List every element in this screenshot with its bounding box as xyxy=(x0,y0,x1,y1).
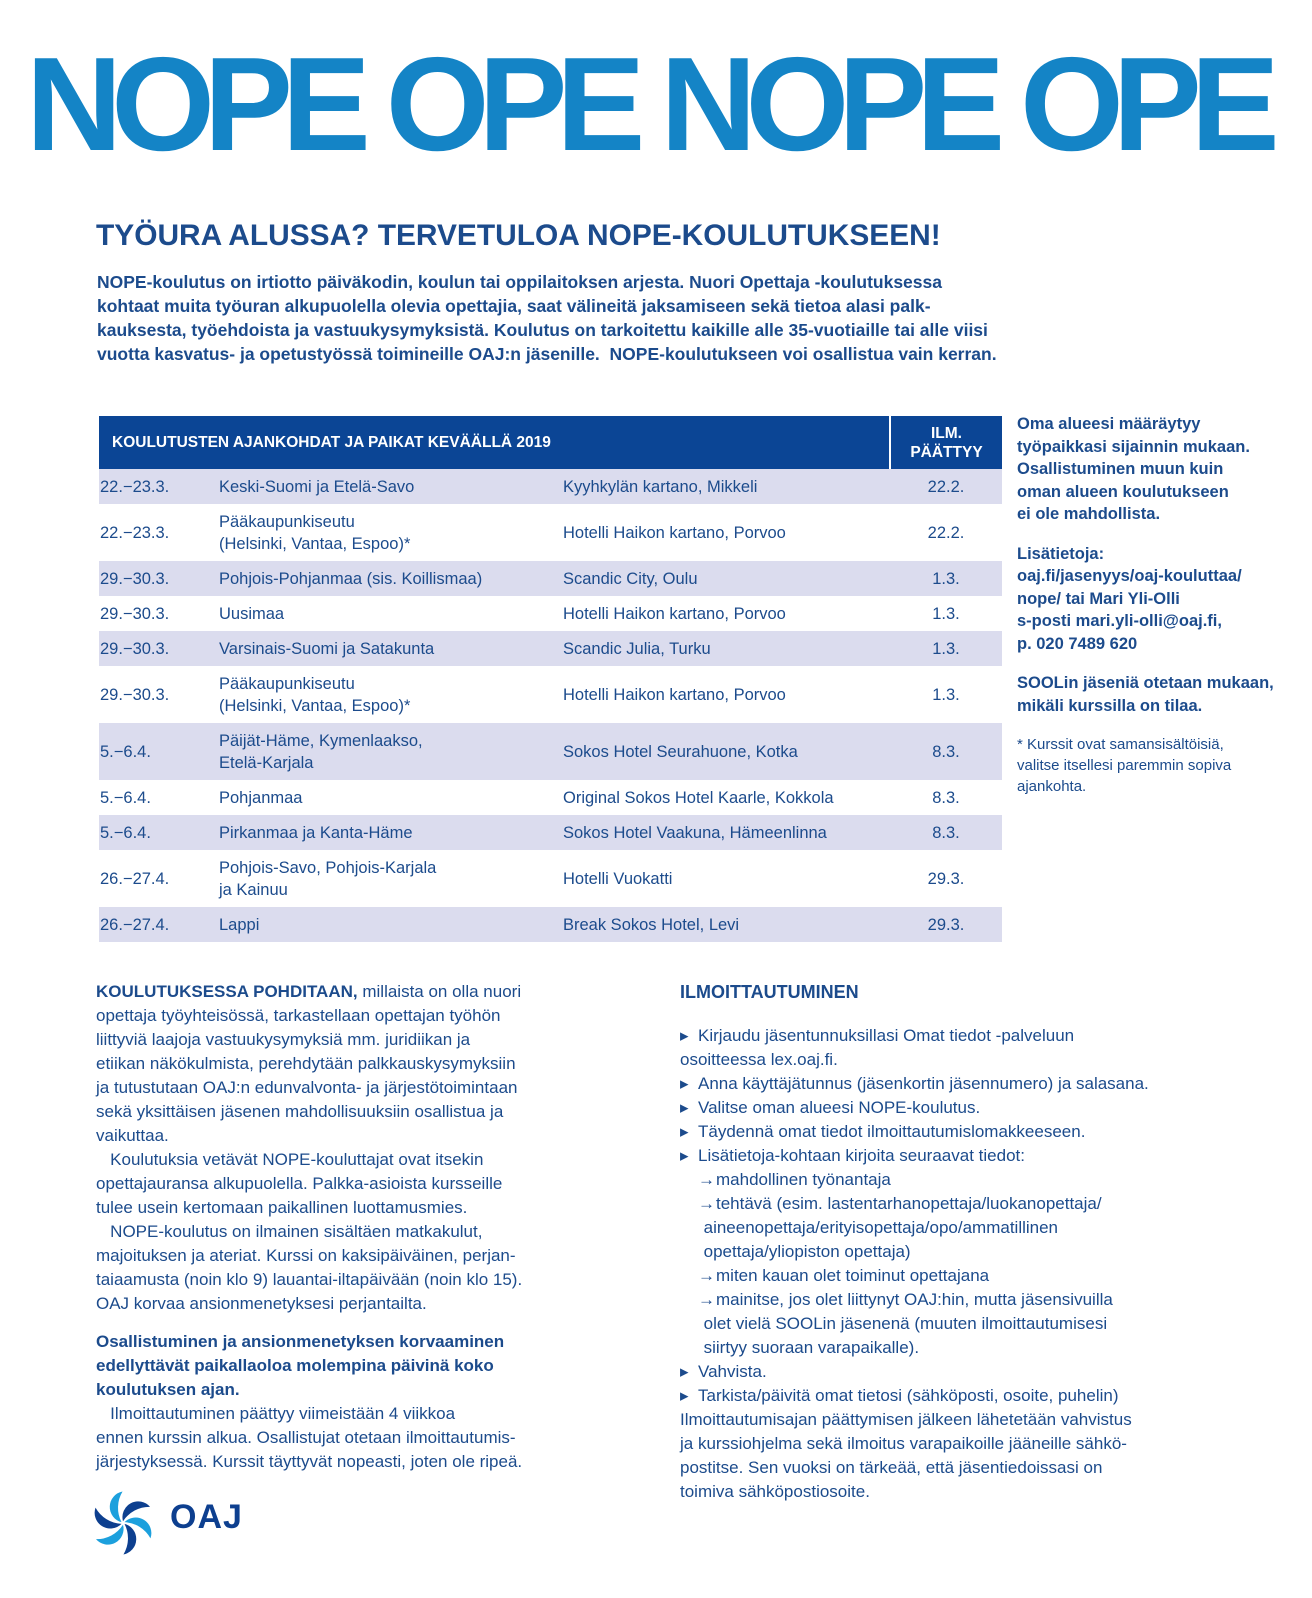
svg-text:OAJ: OAJ xyxy=(170,1498,243,1536)
